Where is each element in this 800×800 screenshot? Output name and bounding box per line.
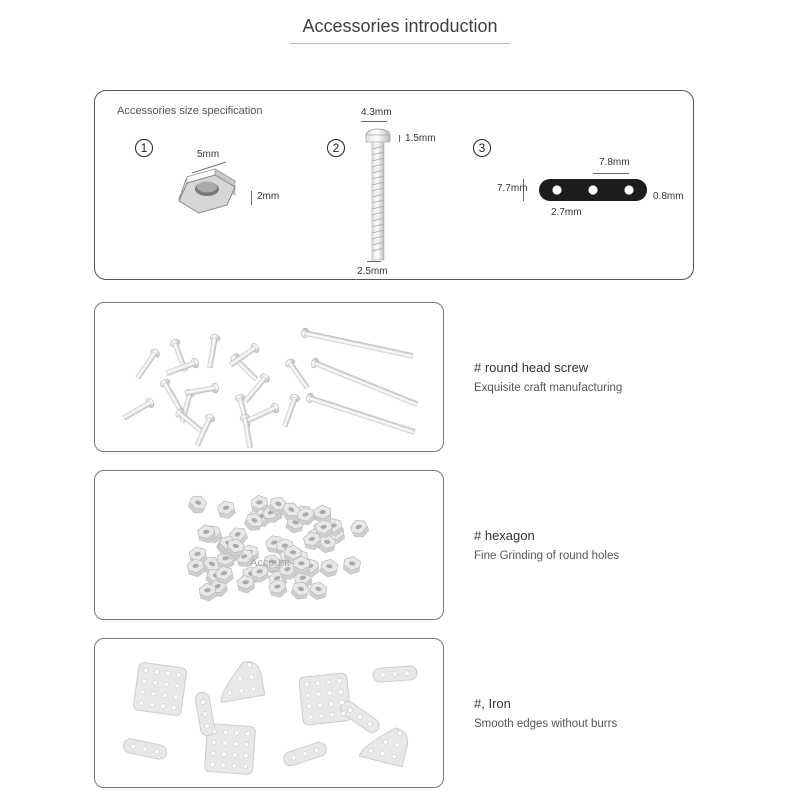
spec-num-2: 2 <box>327 139 345 157</box>
sub-iron: Smooth edges without burrs <box>474 718 617 730</box>
row-hex: Account # hexagon Fine Grinding of round… <box>94 470 619 620</box>
dim-plate-h: 7.7mm <box>497 183 528 194</box>
panel-iron <box>94 638 444 788</box>
panel-screws <box>94 302 444 452</box>
dim-plate-pitch: 7.8mm <box>599 157 630 168</box>
pile-screws <box>95 303 444 452</box>
dim-screw-shaftw: 2.5mm <box>357 266 388 277</box>
dim-nut-width: 5mm <box>197 149 219 160</box>
heading-screws: # round head screw <box>474 360 622 375</box>
screw-illustration <box>361 127 395 277</box>
dim-plate-holed: 2.7mm <box>551 207 582 218</box>
spec-panel-title: Accessories size specification <box>117 105 263 117</box>
row-iron: #, Iron Smooth edges without burrs <box>94 638 617 788</box>
title-underline <box>290 43 510 44</box>
row-screws: # round head screw Exquisite craft manuf… <box>94 302 622 452</box>
nut-illustration <box>165 163 249 233</box>
page-title: Accessories introduction <box>0 16 800 37</box>
watermark: Account <box>250 557 290 569</box>
heading-iron: #, Iron <box>474 696 617 711</box>
spec-panel: Accessories size specification 1 5mm 2mm… <box>94 90 694 280</box>
pile-iron <box>95 639 444 788</box>
sub-screws: Exquisite craft manufacturing <box>474 382 622 394</box>
dim-nut-height: 2mm <box>257 191 279 202</box>
dim-screw-headh: 1.5mm <box>405 133 436 144</box>
spec-num-3: 3 <box>473 139 491 157</box>
heading-hex: # hexagon <box>474 528 619 543</box>
dim-plate-t: 0.8mm <box>653 191 684 202</box>
panel-hex: Account <box>94 470 444 620</box>
sub-hex: Fine Grinding of round holes <box>474 550 619 562</box>
dim-screw-headw: 4.3mm <box>361 107 392 118</box>
pile-hex <box>95 471 444 620</box>
spec-num-1: 1 <box>135 139 153 157</box>
